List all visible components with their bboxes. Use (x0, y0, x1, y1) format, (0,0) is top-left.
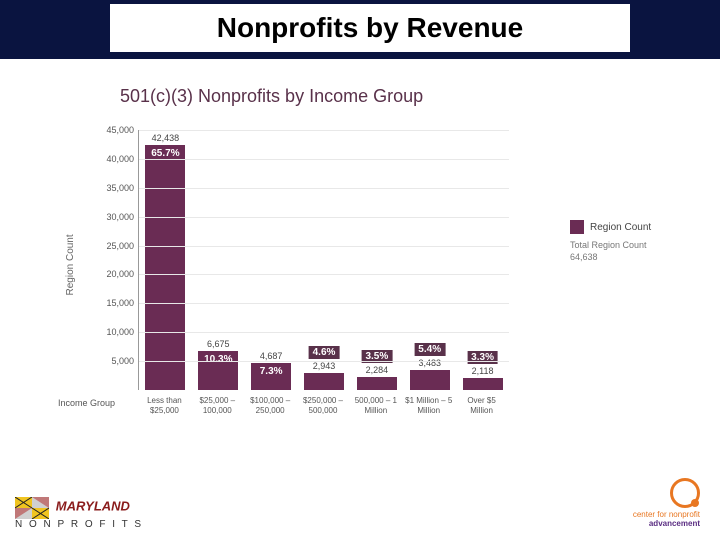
gridline (139, 130, 509, 131)
x-tick-label: $250,000 – 500,000 (297, 396, 349, 415)
y-tick-label: 25,000 (92, 241, 139, 251)
y-tick-label: 15,000 (92, 298, 139, 308)
bar-percent-label: 65.7% (151, 148, 179, 159)
legend: Region Count Total Region Count 64,638 (570, 220, 700, 263)
gridline (139, 159, 509, 160)
bar-slot: 42,438 65.7% (145, 130, 185, 390)
x-tick-label: Over $5 Million (456, 396, 508, 415)
y-tick-label: 20,000 (92, 269, 139, 279)
legend-header: Region Count (570, 220, 700, 234)
x-tick-label: $1 Million – 5 Million (403, 396, 455, 415)
slide: Nonprofits by Revenue 501(c)(3) Nonprofi… (0, 0, 720, 540)
bar-percent-label: 5.4% (414, 343, 445, 356)
bar-percent-label: 10.3% (204, 354, 232, 365)
plot-area: 42,438 65.7% 6,675 10.3% 4,687 7.3% 2,943 4.6% 2… (138, 130, 509, 390)
logo-left-main: MARYLAND (56, 499, 130, 514)
bar-slot: 6,675 10.3% (198, 130, 238, 390)
x-axis-label: Income Group (58, 398, 115, 408)
bar-value-label: 3,483 (418, 358, 441, 368)
x-tick-label: Less than $25,000 (138, 396, 190, 415)
bar: 4,6877.3% (251, 363, 291, 390)
x-tick-label: 500,000 – 1 Million (350, 396, 402, 415)
gridline (139, 188, 509, 189)
gridline (139, 361, 509, 362)
bar-value-label: 2,118 (472, 366, 494, 376)
bar-slot: 4,687 7.3% (251, 130, 291, 390)
legend-label: Region Count (590, 222, 651, 233)
bar-value-label: 42,438 (152, 133, 180, 143)
legend-sub-line1: Total Region Count (570, 240, 647, 250)
chart-title: 501(c)(3) Nonprofits by Income Group (120, 86, 423, 107)
bar-value-label: 4,687 (260, 351, 283, 361)
bar-value-label: 2,943 (313, 361, 336, 371)
logo-maryland-nonprofits: MARYLAND N O N P R O F I T S (15, 497, 143, 530)
y-tick-label: 40,000 (92, 154, 139, 164)
gridline (139, 274, 509, 275)
bar-percent-label: 7.3% (260, 366, 283, 377)
bar: 3,4835.4% (410, 370, 450, 390)
circle-icon (670, 478, 700, 508)
logo-right-text: center for nonprofit advancement (633, 510, 700, 528)
footer: MARYLAND N O N P R O F I T S center for … (10, 482, 710, 532)
logo-left-sub: N O N P R O F I T S (15, 519, 143, 530)
bar-value-label: 2,284 (366, 365, 389, 375)
bar-slot: 2,943 4.6% (304, 130, 344, 390)
gridline (139, 246, 509, 247)
gridline (139, 332, 509, 333)
chart-area: Region Count 42,43865.7%6,67510.3%4,6877… (90, 120, 630, 460)
bar: 2,9434.6% (304, 373, 344, 390)
bar-percent-label: 4.6% (309, 346, 340, 359)
y-axis-label: Region Count (65, 234, 76, 295)
bar-slot: 2,1183.3% (463, 130, 503, 390)
gridline (139, 303, 509, 304)
logo-right-bold: advancement (649, 519, 700, 528)
x-tick-label: $25,000 – 100,000 (191, 396, 243, 415)
y-tick-label: 5,000 (92, 356, 139, 366)
legend-subtext: Total Region Count 64,638 (570, 240, 700, 263)
x-tick-label: $100,000 – 250,000 (244, 396, 296, 415)
bar: 2,2843.5% (357, 377, 397, 390)
y-tick-label: 35,000 (92, 183, 139, 193)
flag-icon (15, 497, 49, 519)
bar-value-label: 6,675 (207, 339, 230, 349)
bars-container: 42,438 65.7% 6,675 10.3% 4,687 7.3% 2,943 4.6% 2… (139, 130, 509, 390)
y-tick-label: 45,000 (92, 125, 139, 135)
logo-center-nonprofit-advancement: center for nonprofit advancement (633, 478, 700, 528)
bar-slot: 3,483 5.4% (410, 130, 450, 390)
y-tick-label: 10,000 (92, 327, 139, 337)
legend-sub-line2: 64,638 (570, 252, 598, 262)
gridline (139, 217, 509, 218)
legend-swatch (570, 220, 584, 234)
slide-title: Nonprofits by Revenue (110, 4, 630, 52)
logo-right-line: center for nonprofit (633, 510, 700, 519)
bar: 2,1183.3% (463, 378, 503, 390)
y-tick-label: 30,000 (92, 212, 139, 222)
bar: 6,67510.3% (198, 351, 238, 390)
bar: 42,43865.7% (145, 145, 185, 390)
bar-slot: 2,2843.5% (357, 130, 397, 390)
